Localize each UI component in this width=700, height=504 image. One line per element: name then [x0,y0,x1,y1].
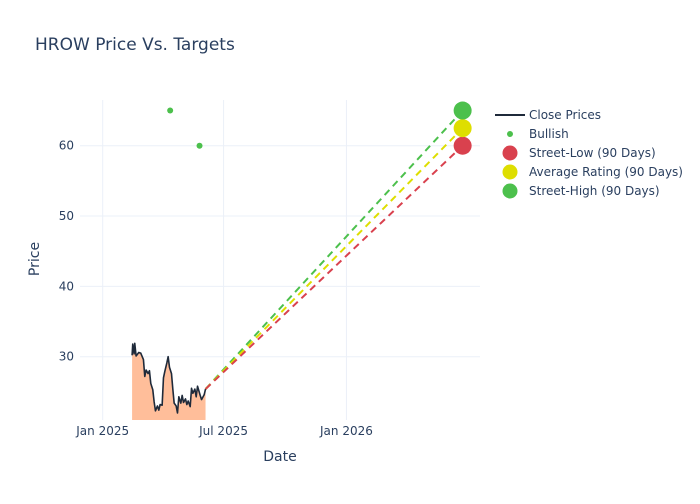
close-price-line [131,342,207,414]
legend-label: Street-Low (90 Days) [529,146,656,160]
target-line [204,109,464,390]
y-tick-label: 40 [59,279,74,293]
y-tick-label: 30 [59,350,74,364]
target-marker [453,136,472,155]
x-tick-label: Jan 2025 [75,424,129,438]
tick-labels: 30 40 50 60 Jan 2025 Jul 2025 Jan 2026 [59,139,373,438]
grid [80,100,480,420]
bullish-marker [196,142,203,149]
x-axis-label: Date [263,449,296,465]
close-price-area [132,343,206,420]
legend-swatch-target [502,145,518,161]
target-marker [453,101,472,120]
legend-label: Bullish [529,127,569,141]
target-line [204,127,464,390]
legend-swatch-target [502,183,518,199]
x-tick-label: Jan 2026 [319,424,373,438]
x-tick-label: Jul 2025 [198,424,248,438]
legend-label: Close Prices [529,108,601,122]
y-axis-label: Price [27,242,43,276]
legend-swatch-target [502,164,518,180]
legend: Close Prices Bullish Street-Low (90 Days) A… [495,108,683,199]
target-line [204,144,464,390]
chart-title: HROW Price Vs. Targets [35,35,235,55]
legend-label: Average Rating (90 Days) [529,165,683,179]
target-marker [453,119,472,138]
legend-swatch-bullish [507,131,513,137]
y-tick-label: 60 [59,139,74,153]
y-tick-label: 50 [59,209,74,223]
bullish-marker [167,107,174,114]
legend-label: Street-High (90 Days) [529,184,660,198]
plot-area [131,101,472,420]
